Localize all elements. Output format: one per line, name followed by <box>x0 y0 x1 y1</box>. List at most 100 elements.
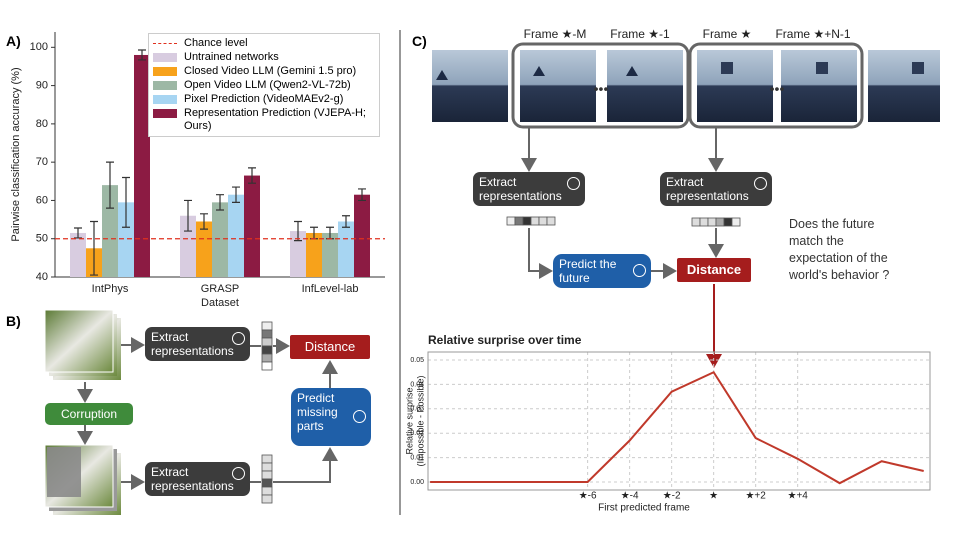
cat-image-stack <box>44 309 121 380</box>
error-bar <box>200 213 208 230</box>
bar <box>354 194 370 277</box>
x-tick-label: GRASP <box>201 283 240 295</box>
predict-box: Predict missing parts <box>291 388 371 446</box>
decoration <box>607 50 683 122</box>
bar <box>306 232 322 277</box>
decoration <box>261 486 273 496</box>
x-tick-label: IntPhys <box>92 283 129 295</box>
legend-label: Representation Prediction (VJEPA-H; Ours… <box>184 107 366 132</box>
corruption-box: Corruption <box>45 403 133 425</box>
error-bar <box>216 194 224 211</box>
error-bar <box>248 167 256 184</box>
decoration <box>261 345 273 355</box>
error-bar <box>294 220 302 242</box>
corrupted-image-stack <box>44 444 121 515</box>
x-tick-label: InfLevel-lab <box>302 283 359 295</box>
error-bar <box>358 188 366 202</box>
error-bar <box>106 161 114 209</box>
box-text: Extract representations <box>666 175 749 203</box>
error-bar <box>122 176 130 228</box>
decoration <box>232 332 245 345</box>
legend-swatch <box>153 67 177 76</box>
legend-label: Open Video LLM (Qwen2-VL-72b) <box>184 79 351 91</box>
legend-swatch <box>153 43 177 44</box>
x-axis-label: First predicted frame <box>598 503 690 514</box>
extract-box: Extract representations <box>145 327 250 361</box>
distance-box: Distance <box>290 335 370 359</box>
decoration <box>626 66 638 76</box>
decoration <box>261 353 273 363</box>
decoration <box>912 62 924 74</box>
bar <box>322 232 338 277</box>
decoration <box>721 62 733 74</box>
decoration <box>633 264 646 277</box>
predict-box: Predict the future <box>553 254 651 288</box>
bar <box>212 202 228 277</box>
decoration <box>533 66 545 76</box>
bar <box>196 221 212 277</box>
legend-item: Chance level <box>153 37 375 50</box>
x-tick-label: ★-6 <box>579 491 597 502</box>
decoration <box>261 321 273 331</box>
y-tick-label: 90 <box>36 80 48 92</box>
error-bar <box>342 215 350 228</box>
line <box>430 370 924 485</box>
y-tick-label: 0.05 <box>410 357 424 364</box>
frame-label: Frame ★-M <box>524 27 587 41</box>
decoration <box>353 410 366 423</box>
bar <box>228 194 244 277</box>
error-bar <box>74 227 82 239</box>
bar <box>70 232 86 277</box>
box-text: Extract representations <box>151 465 234 493</box>
y-tick-label: 60 <box>36 194 48 206</box>
legend-label: Untrained networks <box>184 51 279 63</box>
plot-frame <box>427 351 931 491</box>
bar <box>118 202 134 277</box>
bar <box>290 231 306 277</box>
panel-label: B) <box>6 313 21 329</box>
y-axis-label: Relative surprise <box>404 387 414 454</box>
decoration <box>514 216 524 226</box>
legend-swatch <box>153 109 177 118</box>
extract-box: Extract representations <box>145 462 250 496</box>
legend-item: Representation Prediction (VJEPA-H; Ours… <box>153 107 375 133</box>
decoration <box>723 217 733 227</box>
decoration <box>261 462 273 472</box>
error-bar <box>184 199 192 232</box>
decoration <box>511 42 690 129</box>
x-tick-label: ★-2 <box>663 491 681 502</box>
x-tick-label: ★ <box>709 491 718 502</box>
box-text: Extract representations <box>479 175 562 203</box>
y-axis-label: (Impossible - Possible) <box>415 375 425 466</box>
error-bar <box>138 49 146 61</box>
panel-label: C) <box>412 33 427 49</box>
decoration <box>522 216 532 226</box>
decoration <box>538 216 548 226</box>
legend: Chance level Untrained networks Closed Vid… <box>148 33 380 137</box>
legend-item: Untrained networks <box>153 51 375 64</box>
y-tick-label: 70 <box>36 156 48 168</box>
decoration <box>436 70 448 80</box>
frame-label: Frame ★ <box>703 27 752 41</box>
decoration <box>546 216 556 226</box>
panel-label: A) <box>6 33 21 49</box>
extract-box: Extract representations <box>660 172 772 206</box>
x-tick-label: ★+2 <box>745 491 766 502</box>
legend-swatch <box>153 53 177 62</box>
decoration <box>432 50 508 122</box>
token-row <box>506 216 741 227</box>
bar <box>134 54 150 277</box>
y-tick-label: 0.00 <box>410 479 424 486</box>
frame-label: Frame ★-1 <box>610 27 670 41</box>
arrows-c <box>521 127 724 368</box>
decoration <box>261 361 273 371</box>
legend-label: Closed Video LLM (Gemini 1.5 pro) <box>184 65 357 77</box>
y-axis-label: Pairwise classification accuracy (%) <box>10 67 22 241</box>
decoration <box>715 217 725 227</box>
legend-item: Closed Video LLM (Gemini 1.5 pro) <box>153 65 375 78</box>
legend-swatch <box>153 95 177 104</box>
distance-box: Distance <box>677 258 751 282</box>
box-text: Predict the future <box>559 257 617 285</box>
decoration <box>261 454 273 464</box>
decoration <box>707 217 717 227</box>
